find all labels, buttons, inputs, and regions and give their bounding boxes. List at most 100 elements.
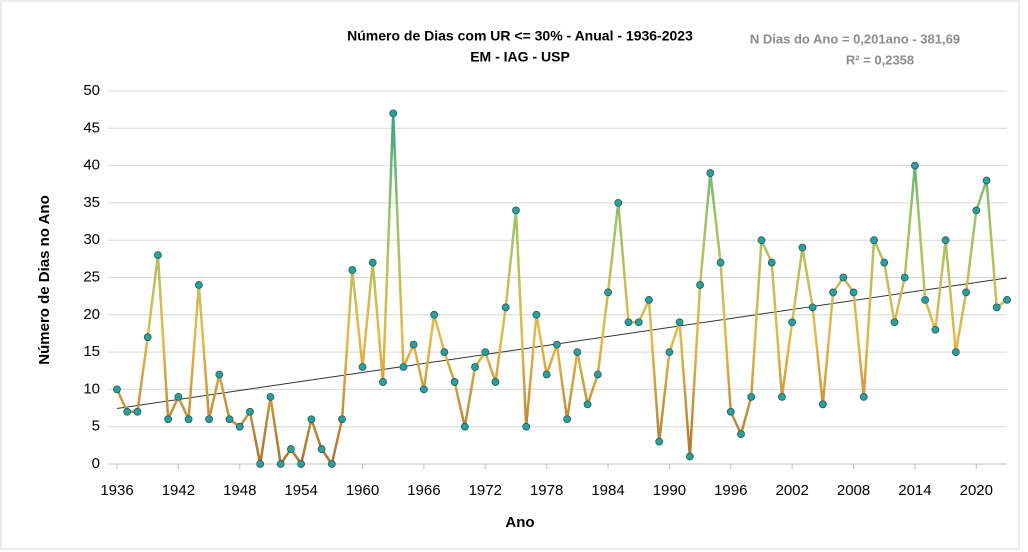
data-point bbox=[440, 348, 449, 357]
x-tick-label: 1960 bbox=[346, 482, 379, 499]
data-point bbox=[235, 422, 244, 431]
data-point bbox=[604, 288, 612, 297]
y-tick-label: 35 bbox=[83, 194, 100, 211]
data-point bbox=[583, 400, 592, 409]
data-point bbox=[409, 340, 418, 349]
data-point bbox=[256, 460, 265, 468]
data-point bbox=[726, 407, 735, 416]
chart-subtitle: EM - IAG - USP bbox=[470, 49, 570, 65]
data-point bbox=[471, 363, 479, 371]
data-point bbox=[972, 206, 981, 215]
data-point bbox=[358, 363, 367, 371]
data-point bbox=[911, 161, 919, 170]
data-point bbox=[307, 415, 316, 424]
data-point bbox=[921, 295, 930, 304]
data-point bbox=[215, 370, 224, 379]
data-point bbox=[532, 310, 541, 319]
y-axis-label: Número de Dias no Ano bbox=[36, 195, 53, 364]
data-point bbox=[645, 295, 653, 304]
data-point bbox=[287, 445, 295, 453]
data-point bbox=[614, 198, 623, 207]
trendline bbox=[116, 277, 1008, 409]
data-point bbox=[501, 303, 510, 312]
data-point bbox=[266, 392, 275, 401]
data-point bbox=[767, 258, 776, 267]
data-point bbox=[829, 288, 837, 297]
data-point bbox=[870, 236, 878, 245]
data-point bbox=[757, 236, 766, 245]
trend-equation: N Dias do Ano = 0,201ano - 381,69 bbox=[750, 31, 960, 46]
data-point bbox=[747, 392, 756, 401]
data-point bbox=[880, 258, 889, 267]
data-point bbox=[573, 348, 582, 357]
data-point bbox=[154, 251, 162, 260]
y-tick-label: 45 bbox=[83, 119, 100, 136]
data-point bbox=[184, 415, 193, 424]
y-tick-label: 15 bbox=[83, 343, 100, 360]
y-tick-label: 40 bbox=[83, 157, 100, 174]
x-tick-label: 1990 bbox=[653, 482, 686, 499]
x-tick-label: 1942 bbox=[162, 482, 195, 499]
data-point bbox=[859, 392, 868, 401]
data-point bbox=[675, 318, 684, 327]
data-point bbox=[491, 378, 500, 386]
data-point bbox=[512, 206, 520, 215]
y-tick-label: 0 bbox=[92, 455, 100, 472]
data-point bbox=[778, 392, 786, 401]
x-axis-label: Ano bbox=[505, 514, 534, 531]
data-point bbox=[665, 348, 674, 357]
data-point bbox=[982, 176, 991, 185]
data-point bbox=[941, 236, 950, 245]
data-point bbox=[522, 422, 531, 431]
data-point bbox=[164, 415, 173, 424]
data-point bbox=[399, 363, 408, 371]
data-point bbox=[962, 288, 970, 297]
x-tick-label: 1966 bbox=[407, 482, 440, 499]
x-tick-label: 1972 bbox=[469, 482, 502, 499]
x-tick-label: 2008 bbox=[837, 482, 870, 499]
data-point bbox=[655, 437, 664, 446]
data-point bbox=[276, 460, 285, 468]
chart-title: Número de Dias com UR <= 30% - Anual - 1… bbox=[347, 28, 693, 44]
data-point bbox=[419, 385, 428, 394]
data-point bbox=[450, 378, 459, 386]
data-point bbox=[225, 415, 234, 424]
y-tick-label: 10 bbox=[83, 380, 100, 397]
data-point bbox=[552, 340, 561, 349]
data-point bbox=[808, 303, 817, 312]
data-point bbox=[542, 370, 551, 379]
data-point bbox=[481, 348, 490, 357]
data-point bbox=[798, 243, 807, 252]
data-point bbox=[890, 318, 899, 327]
x-tick-label: 1954 bbox=[284, 482, 317, 499]
data-point bbox=[737, 430, 745, 439]
data-point bbox=[174, 392, 183, 401]
y-tick-label: 30 bbox=[83, 231, 100, 248]
data-point bbox=[788, 318, 797, 327]
data-point bbox=[839, 273, 848, 282]
x-tick-label: 1996 bbox=[714, 482, 747, 499]
x-tick-label: 2020 bbox=[960, 482, 993, 499]
data-point bbox=[348, 266, 357, 274]
data-point bbox=[379, 378, 387, 386]
data-point bbox=[246, 407, 254, 416]
data-point bbox=[205, 415, 213, 424]
x-tick-label: 1948 bbox=[223, 482, 256, 499]
data-point bbox=[634, 318, 643, 327]
data-point bbox=[951, 348, 960, 357]
data-point bbox=[113, 385, 121, 394]
data-line bbox=[115, 112, 1008, 466]
data-point bbox=[460, 422, 469, 431]
data-point bbox=[389, 109, 398, 118]
y-tick-label: 50 bbox=[83, 82, 100, 99]
x-tick-label: 2002 bbox=[775, 482, 808, 499]
data-point bbox=[194, 281, 203, 289]
y-tick-label: 5 bbox=[92, 418, 100, 435]
data-point bbox=[931, 325, 940, 334]
data-point bbox=[992, 303, 1001, 312]
data-point bbox=[317, 445, 326, 453]
data-point bbox=[849, 288, 858, 297]
data-point bbox=[338, 415, 346, 424]
data-point bbox=[716, 258, 725, 267]
